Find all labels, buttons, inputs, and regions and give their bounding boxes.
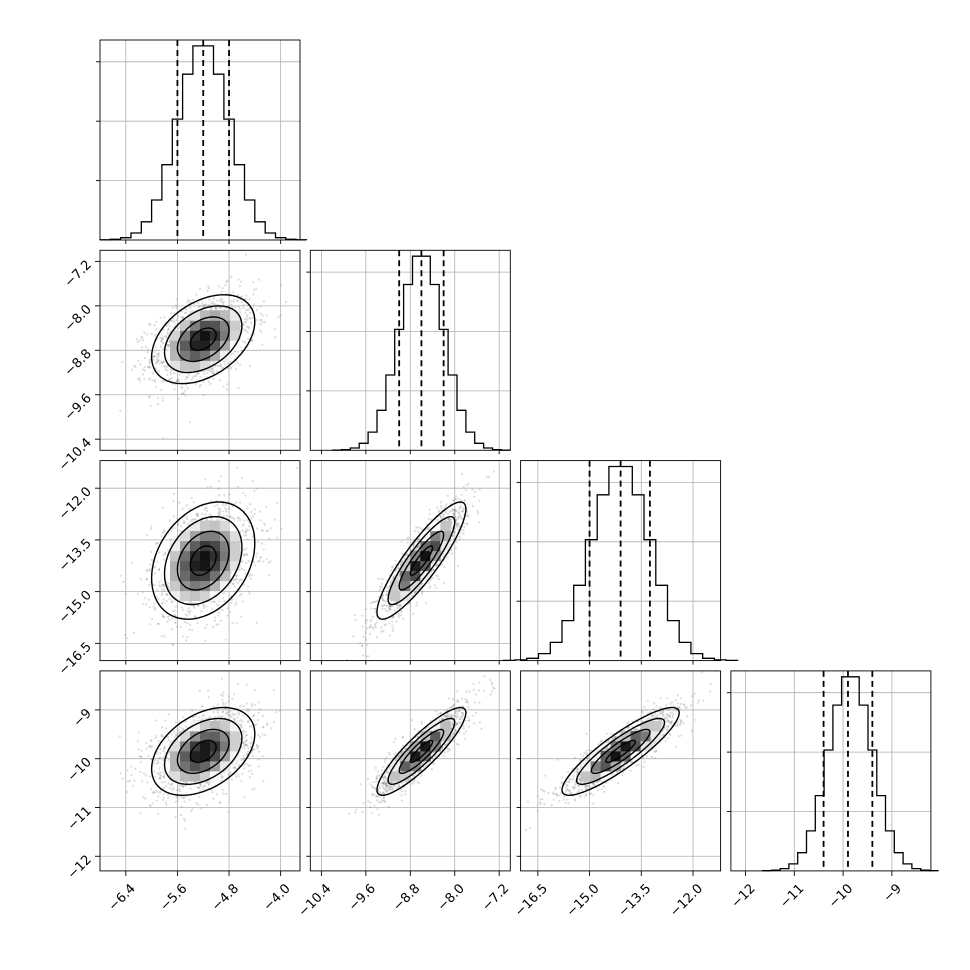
contour-1 bbox=[590, 728, 651, 774]
contour-2 bbox=[387, 516, 456, 606]
x-tick-label: −10.4 bbox=[296, 881, 335, 920]
panel-2d-2-0 bbox=[99, 460, 301, 662]
contour-0 bbox=[189, 327, 217, 351]
y-tick-label: −10.4 bbox=[56, 435, 95, 474]
x-tick-label: −4.0 bbox=[261, 881, 294, 914]
contour-3 bbox=[150, 294, 256, 385]
y-tick-label: −12.0 bbox=[56, 484, 95, 523]
panel-frame bbox=[99, 39, 301, 241]
panel-frame bbox=[99, 460, 301, 662]
y-tick-label: −7.2 bbox=[62, 258, 95, 291]
density-blocks bbox=[160, 720, 241, 782]
y-tick-label: −12 bbox=[65, 852, 95, 882]
y-tick-label: −13.5 bbox=[56, 536, 95, 575]
x-tick-label: −5.6 bbox=[158, 881, 191, 914]
y-tick-label: −8.8 bbox=[62, 347, 95, 380]
contour-2 bbox=[387, 717, 456, 785]
contour-1 bbox=[176, 728, 230, 774]
x-tick-label: −15.0 bbox=[564, 881, 603, 920]
x-tick-label: −13.5 bbox=[616, 881, 655, 920]
panel-2d-3-0 bbox=[99, 670, 301, 872]
panel-frame bbox=[730, 670, 932, 872]
x-tick-label: −10 bbox=[826, 881, 856, 911]
panel-hist-3 bbox=[726, 670, 939, 872]
contour-2 bbox=[575, 717, 666, 785]
x-tick-label: −9 bbox=[881, 881, 905, 905]
y-tick-label: −8.0 bbox=[62, 302, 95, 335]
x-tick-label: −12.0 bbox=[667, 881, 706, 920]
panel-frame bbox=[99, 670, 301, 872]
contour-3 bbox=[150, 706, 256, 797]
contour-1 bbox=[398, 728, 445, 774]
x-tick-label: −7.2 bbox=[479, 881, 512, 914]
contour-2 bbox=[163, 516, 243, 606]
x-tick-label: −8.8 bbox=[390, 881, 423, 914]
y-tick-label: −10 bbox=[65, 755, 95, 785]
y-tick-label: −11 bbox=[65, 804, 95, 834]
contour-0 bbox=[189, 545, 217, 576]
contour-0 bbox=[605, 739, 637, 764]
y-tick-label: −15.0 bbox=[56, 588, 95, 627]
y-tick-label: −9 bbox=[71, 706, 95, 730]
contour-0 bbox=[409, 739, 434, 764]
contour-2 bbox=[163, 717, 243, 785]
contour-3 bbox=[376, 706, 467, 797]
panel-2d-3-1 bbox=[309, 670, 511, 872]
y-tick-label: −9.6 bbox=[62, 391, 95, 424]
contour-0 bbox=[409, 545, 434, 576]
contour-1 bbox=[176, 530, 230, 591]
x-tick-label: −4.8 bbox=[209, 881, 242, 914]
panel-frame bbox=[520, 460, 722, 662]
panel-hist-1 bbox=[306, 249, 511, 451]
x-tick-label: −9.6 bbox=[346, 881, 379, 914]
y-tick-label: −16.5 bbox=[56, 640, 95, 679]
x-tick-label: −6.4 bbox=[106, 881, 139, 914]
panel-2d-3-2 bbox=[520, 670, 722, 872]
contour-1 bbox=[176, 316, 230, 363]
histogram-outline bbox=[761, 676, 939, 872]
x-tick-label: −8.0 bbox=[435, 881, 468, 914]
panel-hist-0 bbox=[96, 39, 308, 241]
x-tick-label: −11 bbox=[777, 881, 807, 911]
contour-3 bbox=[376, 501, 467, 620]
panel-2d-1-0 bbox=[99, 249, 301, 451]
contour-2 bbox=[163, 305, 243, 374]
contour-3 bbox=[150, 501, 256, 620]
density-blocks bbox=[160, 520, 241, 602]
density-blocks bbox=[390, 520, 451, 602]
x-tick-label: −12 bbox=[729, 881, 759, 911]
contour-3 bbox=[561, 706, 680, 797]
panel-hist-2 bbox=[502, 460, 739, 662]
contour-0 bbox=[189, 739, 217, 764]
panel-frame bbox=[520, 670, 722, 872]
x-tick-label: −16.5 bbox=[512, 881, 551, 920]
panel-2d-2-1 bbox=[309, 460, 511, 662]
contour-1 bbox=[398, 530, 445, 591]
